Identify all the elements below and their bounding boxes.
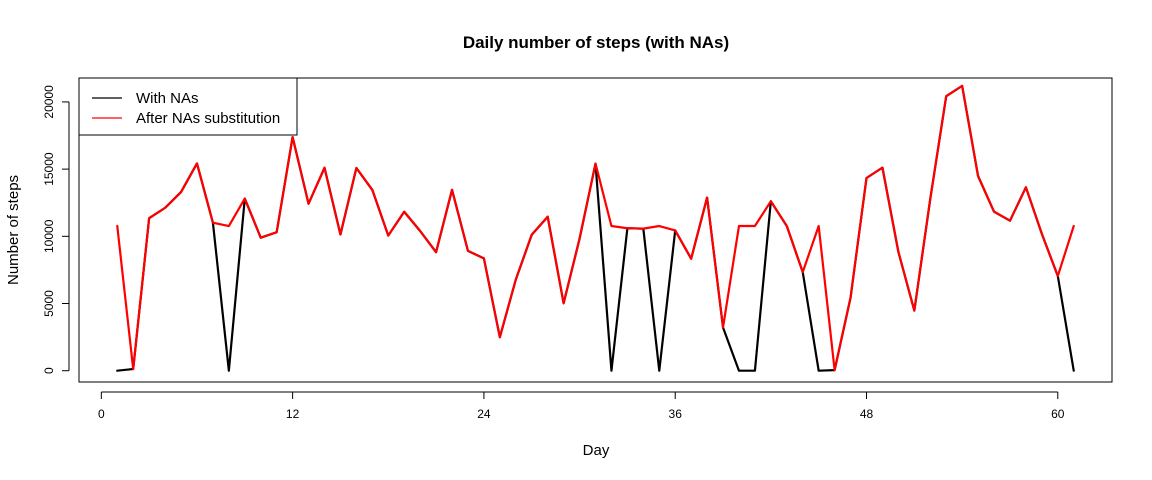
series-layer: [116, 84, 1075, 372]
y-axis-label: Number of steps: [5, 175, 22, 285]
x-tick-label: 0: [98, 407, 105, 421]
legend-label-after-substitution: After NAs substitution: [136, 110, 280, 127]
plot-frame: [78, 77, 1113, 383]
x-tick-label: 24: [477, 407, 491, 421]
y-axis: 0 5000 10000 15000 20000: [42, 85, 70, 374]
legend-label-with-nas: With NAs: [136, 90, 199, 107]
x-axis-label: Day: [583, 442, 610, 459]
legend: With NAs After NAs substitution: [78, 77, 298, 136]
y-tick-label: 10000: [42, 219, 56, 253]
x-axis: 0 12 24 36 48 60: [98, 391, 1065, 421]
x-tick-label: 60: [1051, 407, 1065, 421]
y-tick-label: 15000: [42, 152, 56, 186]
x-tick-label: 36: [669, 407, 683, 421]
y-tick-label: 20000: [42, 85, 56, 119]
chart-title: Daily number of steps (with NAs): [463, 33, 729, 52]
series-line-after-substitution: [116, 84, 1075, 372]
x-tick-label: 48: [860, 407, 874, 421]
y-tick-label: 0: [42, 367, 56, 374]
x-tick-label: 12: [286, 407, 300, 421]
y-tick-label: 5000: [42, 290, 56, 317]
legend-box: [78, 77, 298, 136]
